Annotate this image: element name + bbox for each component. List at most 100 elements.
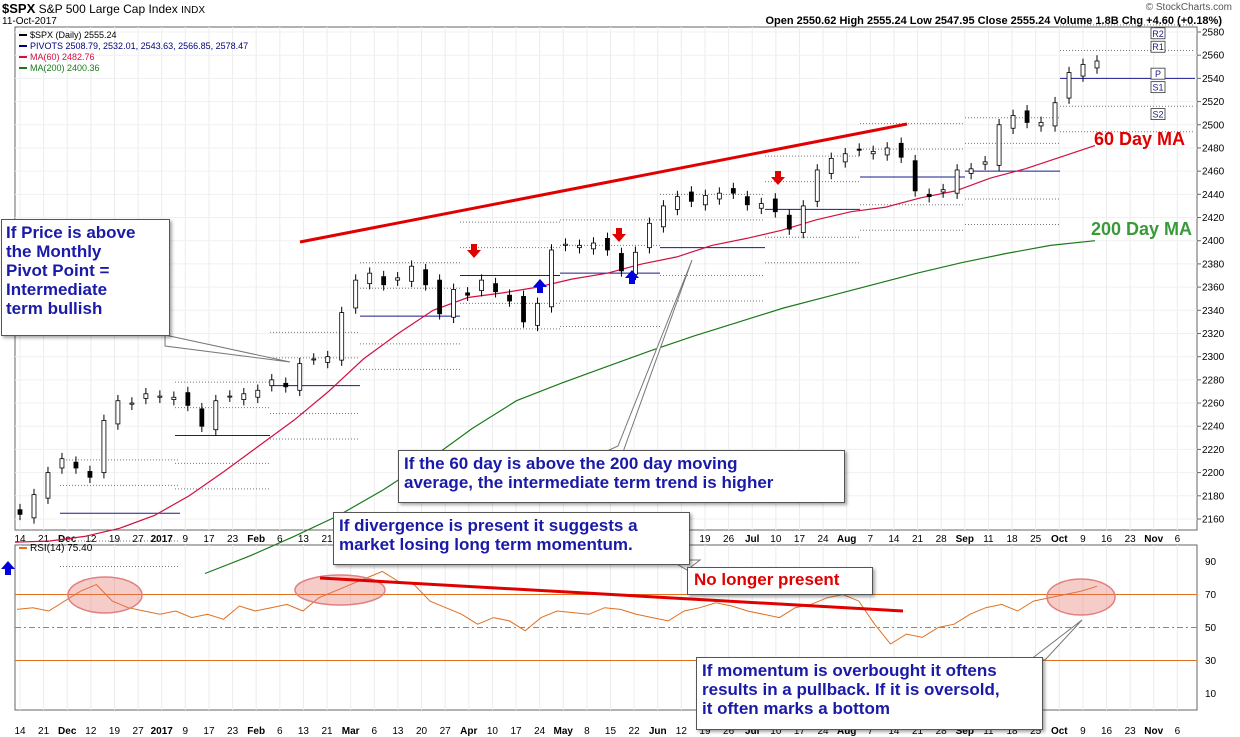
candle-body [241, 393, 247, 400]
candle-body [856, 148, 862, 151]
divergence-note: If divergence is present it suggests a m… [333, 512, 690, 565]
pivot-label-text: S2 [1152, 110, 1163, 120]
monthly-pivot-note: If Price is above the Monthly Pivot Poin… [1, 219, 170, 336]
candle-body [814, 169, 820, 202]
candle-body [619, 253, 624, 272]
candle-body [1010, 115, 1016, 129]
candle-body [884, 147, 890, 156]
ma200-line [204, 240, 1096, 575]
candle-body [409, 265, 415, 282]
y-tick-label: 2520 [1202, 97, 1225, 108]
rsi-x-tick-label: 2017 [151, 726, 174, 737]
candle-body [996, 124, 1002, 166]
candle-body [1080, 64, 1086, 77]
y-tick-label: 2420 [1202, 213, 1225, 224]
decorations [1, 122, 1116, 661]
candle-body [1052, 102, 1058, 127]
rsi-tick-label: 30 [1205, 656, 1217, 667]
y-tick-label: 2280 [1202, 375, 1225, 386]
overbought-highlight [67, 576, 143, 614]
candle-body [227, 395, 233, 398]
resistance-trendline [299, 122, 908, 244]
pivot-label-s2: S2 [1150, 108, 1166, 120]
y-tick-label: 2200 [1202, 468, 1225, 479]
rsi-x-tick-label: Jun [649, 726, 667, 737]
x-tick-label: 16 [1101, 534, 1113, 545]
candle-body [17, 509, 23, 515]
y-tick-label: 2240 [1202, 422, 1225, 433]
symbol: $SPX [2, 1, 36, 16]
y-tick-label: 2440 [1202, 190, 1225, 201]
rsi-x-tick-label: 23 [227, 726, 239, 737]
candle-body [493, 283, 498, 293]
rsi-x-tick-label: 22 [629, 726, 641, 737]
y-tick-label: 2400 [1202, 236, 1225, 247]
candle-body [185, 392, 191, 406]
x-tick-label: 27 [133, 534, 145, 545]
candle-body [605, 237, 610, 251]
rsi-x-tick-label: 27 [440, 726, 452, 737]
x-tick-label: 21 [321, 534, 333, 545]
rsi-x-tick-label: Nov [1144, 726, 1163, 737]
candle-body [73, 461, 79, 469]
no-longer-present-note: No longer present [687, 567, 873, 595]
x-tick-label: 26 [723, 534, 735, 545]
y-tick-label: 2340 [1202, 306, 1225, 317]
legend-entry: MA(60) 2482.76 [30, 52, 95, 62]
candle-body [954, 169, 960, 194]
rsi-tick-label: 50 [1205, 623, 1217, 634]
x-tick-label: Jul [745, 534, 760, 545]
candle-body [45, 472, 51, 499]
rsi-x-tick-label: Apr [460, 726, 477, 737]
x-tick-label: 17 [794, 534, 806, 545]
candle-body [297, 363, 303, 391]
candle-body [1066, 72, 1072, 99]
x-tick-label: 12 [85, 534, 97, 545]
candle-body [688, 191, 694, 202]
rsi-x-tick-label: 25 [1030, 726, 1042, 737]
candle-body [31, 494, 37, 519]
overbought-highlight [294, 574, 386, 606]
candle-body [968, 168, 974, 174]
rsi-x-tick-label: 21 [38, 726, 50, 737]
rsi-x-tick-label: 21 [321, 726, 333, 737]
ma60-label: 60 Day MA [1094, 129, 1186, 149]
pivot-label-r1: R1 [1150, 40, 1166, 53]
candle-body [395, 277, 401, 281]
rsi-x-tick-label: 6 [372, 726, 378, 737]
rsi-x-tick-label: 28 [936, 726, 948, 737]
pivot-label-text: R2 [1152, 29, 1164, 39]
y-tick-label: 2160 [1202, 515, 1225, 526]
x-tick-label: 7 [868, 534, 874, 545]
rsi-x-tick-label: 6 [277, 726, 283, 737]
rsi-x-tick-label: 14 [14, 726, 26, 737]
candle-body [437, 279, 443, 315]
candle-body [730, 188, 736, 194]
rsi-x-tick-label: 24 [534, 726, 546, 737]
rsi-x-tick-label: 6 [1175, 726, 1181, 737]
rsi-tick-label: 10 [1205, 689, 1217, 700]
rsi-tick-label: 90 [1205, 557, 1217, 568]
x-tick-label: Sep [956, 534, 974, 545]
x-tick-label: 2017 [151, 534, 174, 545]
y-tick-label: 2220 [1202, 445, 1225, 456]
x-tick-label: 14 [14, 534, 26, 545]
rsi-x-tick-label: 18 [1006, 726, 1018, 737]
rsi-x-tick-label: Oct [1051, 726, 1068, 737]
rsi-x-tick-label: 19 [699, 726, 711, 737]
rsi-x-tick-label: 11 [983, 726, 994, 737]
x-tick-label: 21 [38, 534, 50, 545]
x-tick-label: 17 [203, 534, 215, 545]
rsi-x-tick-label: 13 [392, 726, 404, 737]
y-tick-label: 2360 [1202, 283, 1225, 294]
candle-body [800, 205, 806, 233]
pivot-label-r2: R2 [1150, 27, 1166, 40]
pivot-label-text: R1 [1152, 42, 1164, 52]
x-tick-label: 18 [1006, 534, 1018, 545]
pivot-label-text: P [1155, 69, 1161, 79]
candle-body [1094, 60, 1100, 69]
candle-body [87, 471, 93, 478]
rsi-x-tick-label: 17 [510, 726, 522, 737]
candle-body [786, 214, 792, 230]
